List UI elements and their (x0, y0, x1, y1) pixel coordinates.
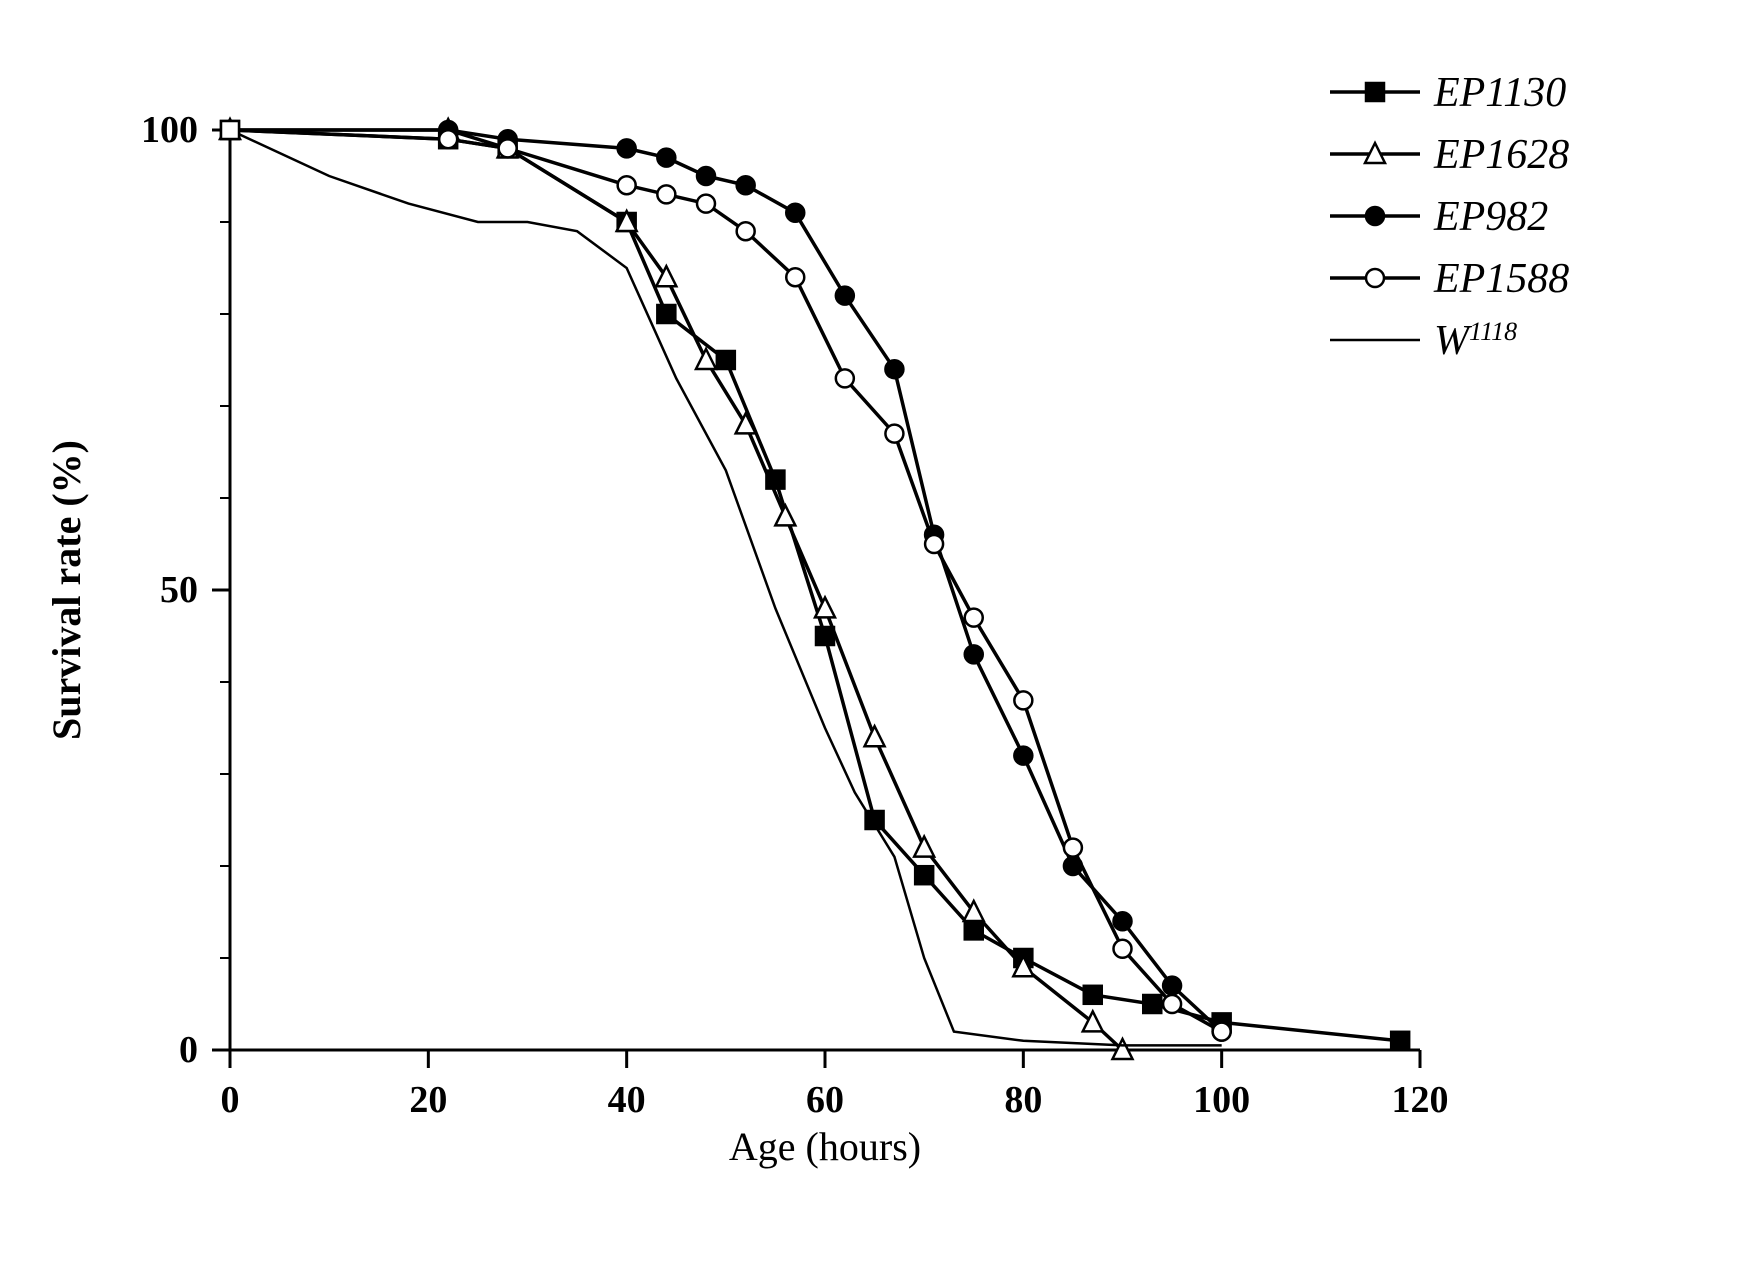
legend-label: EP1628 (1433, 132, 1569, 178)
legend-label: EP1588 (1433, 256, 1569, 302)
x-tick-label: 20 (409, 1079, 447, 1121)
y-tick-label: 50 (160, 569, 198, 611)
x-tick-label: 120 (1392, 1079, 1449, 1121)
x-tick-label: 0 (221, 1079, 240, 1121)
survival-chart: 0 20 40 60 80 100 120 0 50 100 Age (hours) Survival… (0, 0, 1751, 1268)
x-axis-label: Age (hours) (729, 1124, 921, 1169)
x-tick-label: 40 (608, 1079, 646, 1121)
x-tick-label: 100 (1193, 1079, 1250, 1121)
x-tick-label: 60 (806, 1079, 844, 1121)
y-tick-label: 0 (179, 1029, 198, 1071)
legend-label: EP982 (1433, 194, 1548, 240)
legend-label: EP1130 (1433, 70, 1566, 116)
legend-label-superscript: 1118 (1469, 317, 1517, 346)
chart-svg: 0 20 40 60 80 100 120 0 50 100 Age (hours) Survival… (0, 0, 1751, 1268)
y-axis-label: Survival rate (%) (44, 440, 89, 740)
x-tick-label: 80 (1004, 1079, 1042, 1121)
y-tick-label: 100 (141, 109, 198, 151)
